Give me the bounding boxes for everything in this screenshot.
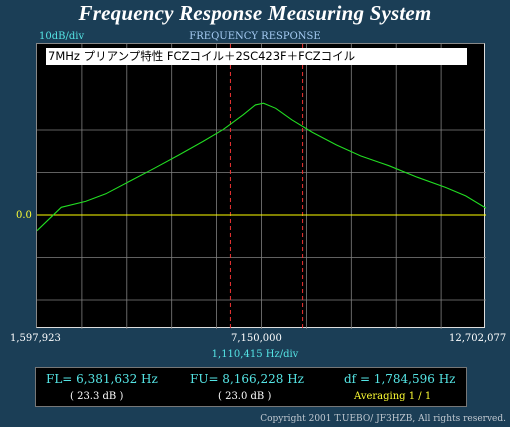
y-scale-label: 10dB/div [39, 31, 85, 42]
response-trace [37, 102, 486, 232]
bandwidth-value: df = 1,784,596 Hz [344, 372, 456, 386]
response-plot: 7MHz プリアンプ特性 FCZコイル＋2SC423F＋FCZコイル [36, 43, 486, 329]
zero-level-label: 0.0 [16, 210, 32, 221]
measurement-caption: 7MHz プリアンプ特性 FCZコイル＋2SC423F＋FCZコイル [46, 48, 467, 65]
copyright-notice: Copyright 2001 T.UEBO/ JF3HZB, All right… [260, 414, 506, 424]
panel-title: FREQUENCY RESPONSE [189, 31, 321, 42]
upper-frequency-db: ( 23.0 dB ) [218, 391, 272, 402]
app-title: Frequency Response Measuring System [78, 1, 432, 25]
response-chart-svg [37, 44, 486, 329]
lower-frequency-db: ( 23.3 dB ) [70, 391, 124, 402]
upper-frequency-value: FU= 8,166,228 Hz [190, 372, 304, 386]
averaging-status: Averaging 1 / 1 [354, 391, 432, 402]
hz-per-div-label: 1,110,415 Hz/div [211, 349, 299, 360]
x-tick-label-start: 1,597,923 [10, 333, 61, 344]
lower-frequency-value: FL= 6,381,632 Hz [46, 372, 158, 386]
x-tick-label-end: 12,702,077 [449, 333, 507, 344]
x-tick-label-center: 7,150,000 [231, 333, 282, 344]
results-panel: FL= 6,381,632 Hz FU= 8,166,228 Hz df = 1… [35, 367, 467, 407]
